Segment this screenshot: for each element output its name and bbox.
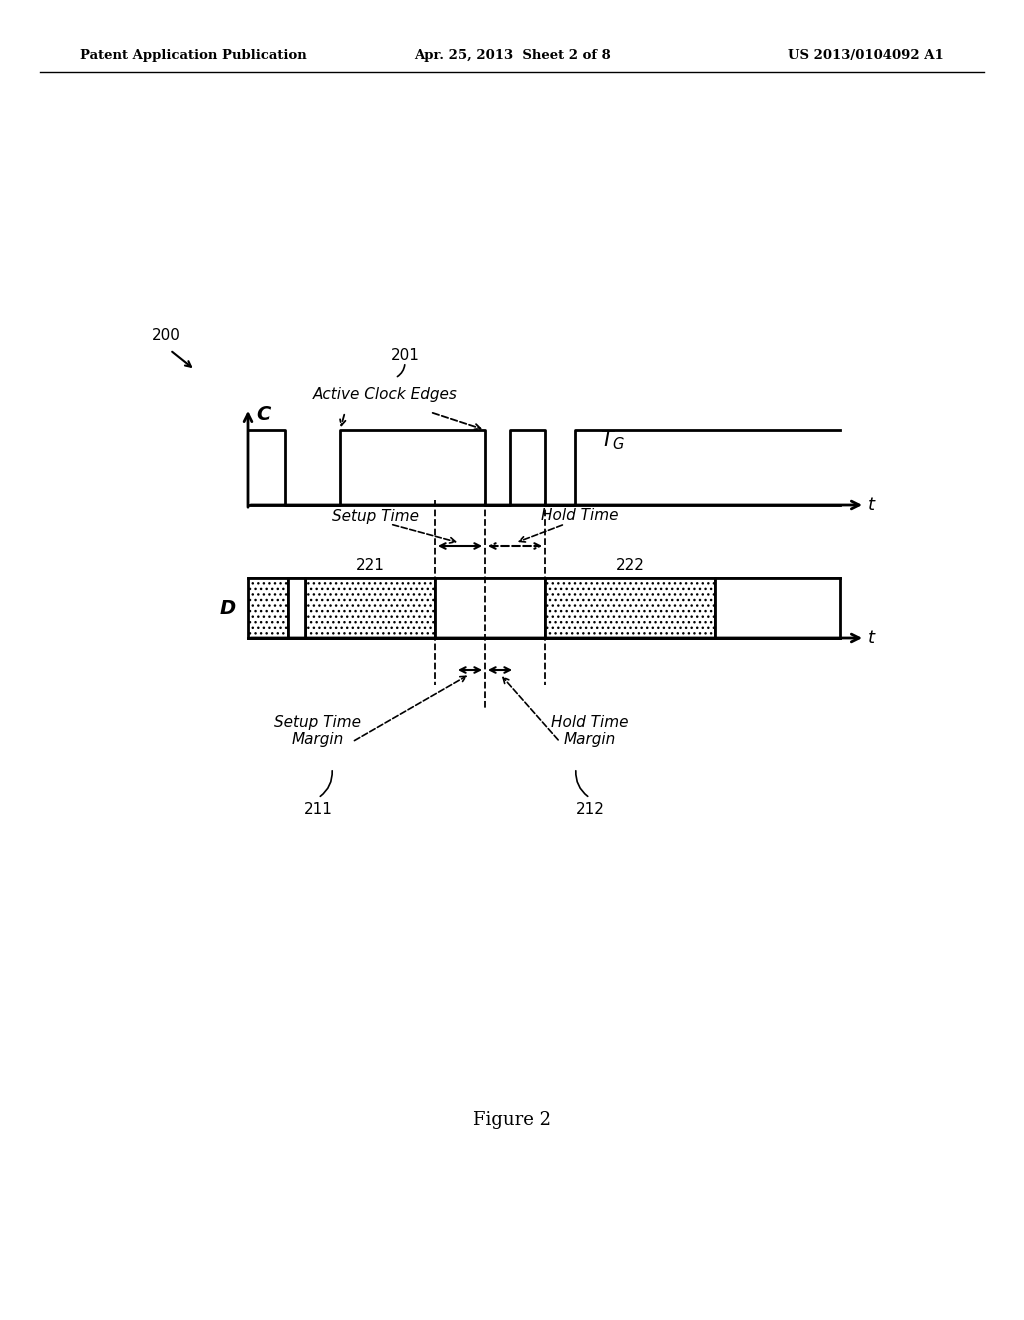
Text: Hold Time: Hold Time	[542, 508, 618, 524]
Text: 221: 221	[355, 558, 384, 573]
Text: 211: 211	[303, 803, 333, 817]
Text: US 2013/0104092 A1: US 2013/0104092 A1	[788, 49, 944, 62]
Text: Figure 2: Figure 2	[473, 1111, 551, 1129]
Text: $\mathit{T}_G$: $\mathit{T}_G$	[600, 428, 626, 451]
Bar	[715, 578, 840, 638]
Text: 200: 200	[152, 327, 181, 342]
Text: Setup Time: Setup Time	[332, 508, 419, 524]
Text: 222: 222	[615, 558, 644, 573]
Text: t: t	[868, 630, 874, 647]
Text: Apr. 25, 2013  Sheet 2 of 8: Apr. 25, 2013 Sheet 2 of 8	[414, 49, 610, 62]
Bar	[288, 578, 305, 638]
Bar	[248, 578, 288, 638]
Bar	[545, 578, 715, 638]
Text: Active Clock Edges: Active Clock Edges	[312, 388, 458, 403]
Text: 212: 212	[575, 803, 604, 817]
Text: Patent Application Publication: Patent Application Publication	[80, 49, 307, 62]
Text: D: D	[220, 598, 236, 618]
Text: t: t	[868, 496, 874, 513]
Text: 201: 201	[390, 347, 420, 363]
Text: Hold Time
Margin: Hold Time Margin	[551, 715, 629, 747]
Bar	[435, 578, 545, 638]
Bar	[305, 578, 435, 638]
Text: Setup Time
Margin: Setup Time Margin	[274, 715, 361, 747]
Text: C: C	[256, 405, 270, 425]
